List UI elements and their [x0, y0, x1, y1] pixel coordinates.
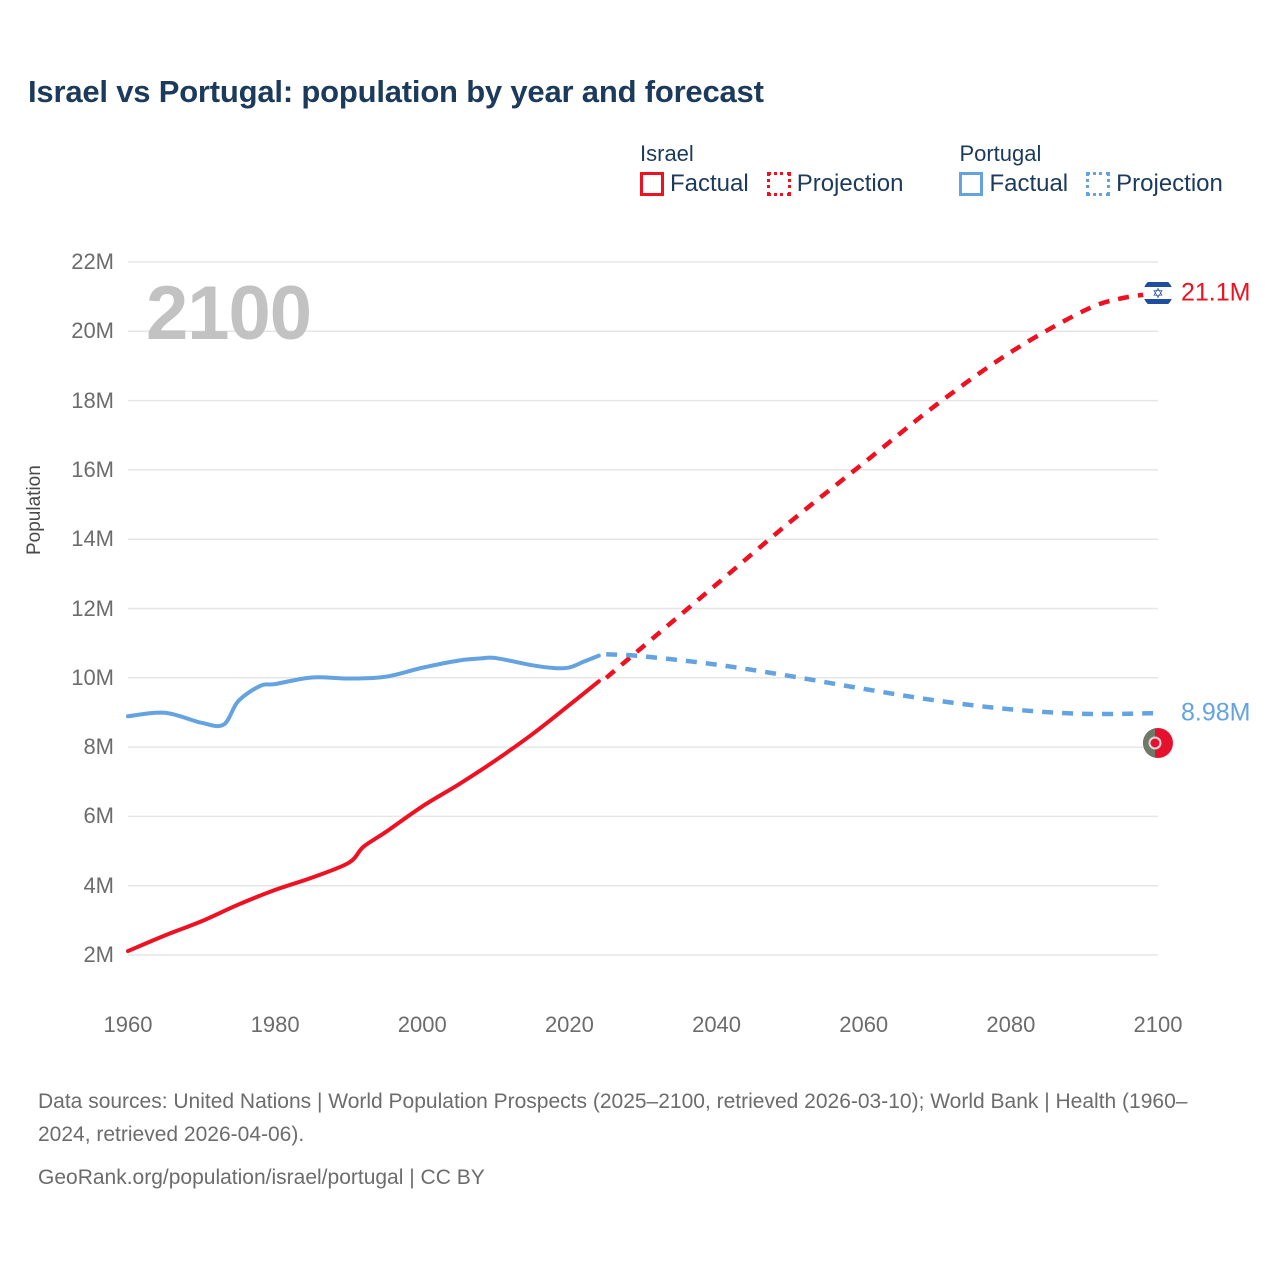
footer-attribution: GeoRank.org/population/israel/portugal |…: [38, 1166, 485, 1189]
legend-swatch-dotted-icon: [766, 172, 791, 197]
series-line: [606, 651, 1159, 717]
y-axis-tick-label: 6M: [83, 803, 114, 829]
x-axis-tick-label: 1980: [250, 1012, 300, 1037]
armillary-sphere-icon: [1148, 736, 1162, 750]
series-line: [604, 290, 1159, 680]
y-axis-tick-label: 16M: [71, 456, 114, 482]
chart-overlay: 2M 4M 6M 8M 10M 12M 14M 16M 18M 20M 22M 1960 1980 200…: [0, 0, 1280, 1037]
legend-group-israel: Israel Factual Projection: [640, 141, 904, 198]
y-axis-tick-label: 12M: [71, 595, 114, 621]
y-axis-tick-label: 4M: [83, 872, 114, 898]
x-axis-tick-label: 2000: [397, 1012, 447, 1037]
endpoint-value-label: 8.98M: [1181, 698, 1251, 727]
legend-group-title-israel: Israel: [640, 141, 694, 166]
series-line: [126, 653, 601, 729]
legend-item-israel-factual[interactable]: Factual: [640, 170, 749, 198]
star-of-david-icon: ✡: [1152, 285, 1164, 302]
y-axis-tick-label: 22M: [71, 249, 114, 274]
portugal-flag-icon: [1143, 728, 1173, 759]
y-axis-tick-label: 18M: [71, 387, 114, 413]
legend-group-portugal: Portugal Factual Projection: [959, 141, 1223, 198]
endpoint-value-label: 21.1M: [1181, 278, 1251, 307]
legend-label-portugal-projection: Projection: [1116, 170, 1223, 198]
year-watermark: 2100: [146, 271, 312, 356]
x-axis-tick-label: 2020: [544, 1012, 594, 1037]
legend-label-israel-factual: Factual: [670, 170, 749, 198]
y-axis-tick-label: 8M: [83, 734, 114, 760]
legend-label-israel-projection: Projection: [796, 170, 904, 198]
legend-group-title-portugal: Portugal: [959, 141, 1042, 166]
y-axis-tick-label: 20M: [71, 318, 114, 344]
legend-item-israel-projection[interactable]: Projection: [766, 170, 904, 198]
series-line: [126, 679, 601, 954]
israel-flag-icon: ✡: [1143, 278, 1173, 309]
legend-label-portugal-factual: Factual: [989, 170, 1069, 198]
x-axis-tick-label: 2080: [986, 1012, 1036, 1037]
page-title: Israel vs Portugal: population by year a…: [28, 74, 764, 109]
y-axis-tick-label: 10M: [71, 664, 114, 690]
chart-legend: Israel Factual Projection Portugal Factu…: [640, 141, 1223, 198]
footer-sources: Data sources: United Nations | World Pop…: [38, 1090, 1188, 1146]
legend-item-portugal-projection[interactable]: Projection: [1086, 170, 1223, 198]
legend-swatch-solid-icon: [640, 172, 664, 197]
y-axis-tick-label: 14M: [71, 526, 114, 552]
legend-swatch-dotted-icon: [1086, 172, 1111, 197]
legend-swatch-solid-icon: [959, 172, 984, 197]
x-axis-tick-label: 2100: [1133, 1012, 1183, 1037]
x-axis-tick-label: 1960: [103, 1012, 153, 1037]
x-axis-tick-label: 2060: [839, 1012, 889, 1037]
legend-item-portugal-factual[interactable]: Factual: [959, 170, 1069, 198]
y-axis-tick-label: 2M: [83, 942, 114, 967]
x-axis-tick-label: 2040: [692, 1012, 742, 1037]
